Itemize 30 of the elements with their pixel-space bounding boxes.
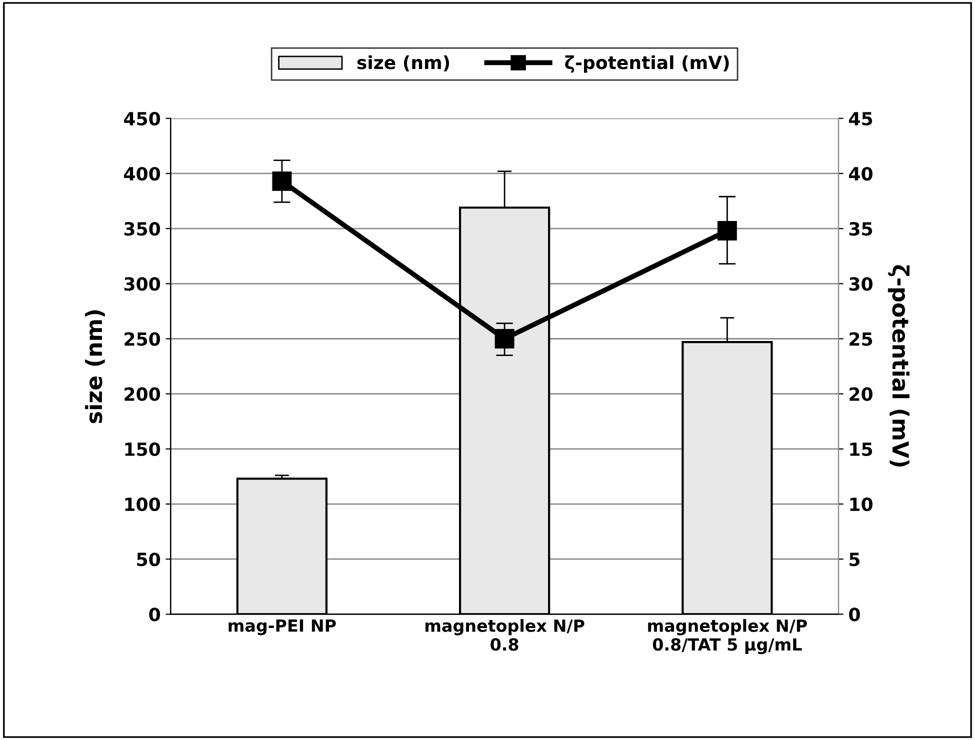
y-tick-label: 350 [124,222,160,236]
y2-tick-label: 5 [850,552,860,566]
x-tick-label: mag-PEI NP [228,619,336,636]
y2-tick-label: 15 [850,442,872,456]
y-axis-title: size (nm) [85,310,105,424]
legend-label: size (nm) [357,55,450,72]
y-tick-label: 100 [125,497,160,512]
point [717,221,737,241]
y-tick-label: 400 [124,166,160,181]
y2-axis-title: ζ-potential (mV) [888,265,910,467]
y2-tick-label: 0 [849,608,860,622]
y-tick-label: 150 [125,442,160,456]
legend-label: ζ-potential (mV) [565,55,729,73]
y-tick-label: 250 [124,332,160,346]
y-tick-label: 450 [124,112,160,126]
y2-tick-label: 20 [850,387,872,401]
y2-tick-label: 40 [849,166,872,181]
y-tick-label: 200 [124,387,160,401]
y-tick-label: 0 [149,608,160,622]
y2-tick-label: 35 [849,222,872,236]
point [494,329,514,348]
x-tick-label: magnetoplex N/P 0.8/TAT 5 µg/mL [648,619,807,654]
y-tick-label: 50 [137,552,160,566]
y2-tick-label: 25 [850,332,872,346]
y2-tick-label: 10 [850,497,872,512]
y-tick-label: 300 [124,277,160,291]
y2-tick-label: 30 [849,277,872,291]
point [272,171,292,191]
x-tick-label: magnetoplex N/P 0.8 [426,619,584,651]
y2-tick-label: 45 [849,112,872,126]
